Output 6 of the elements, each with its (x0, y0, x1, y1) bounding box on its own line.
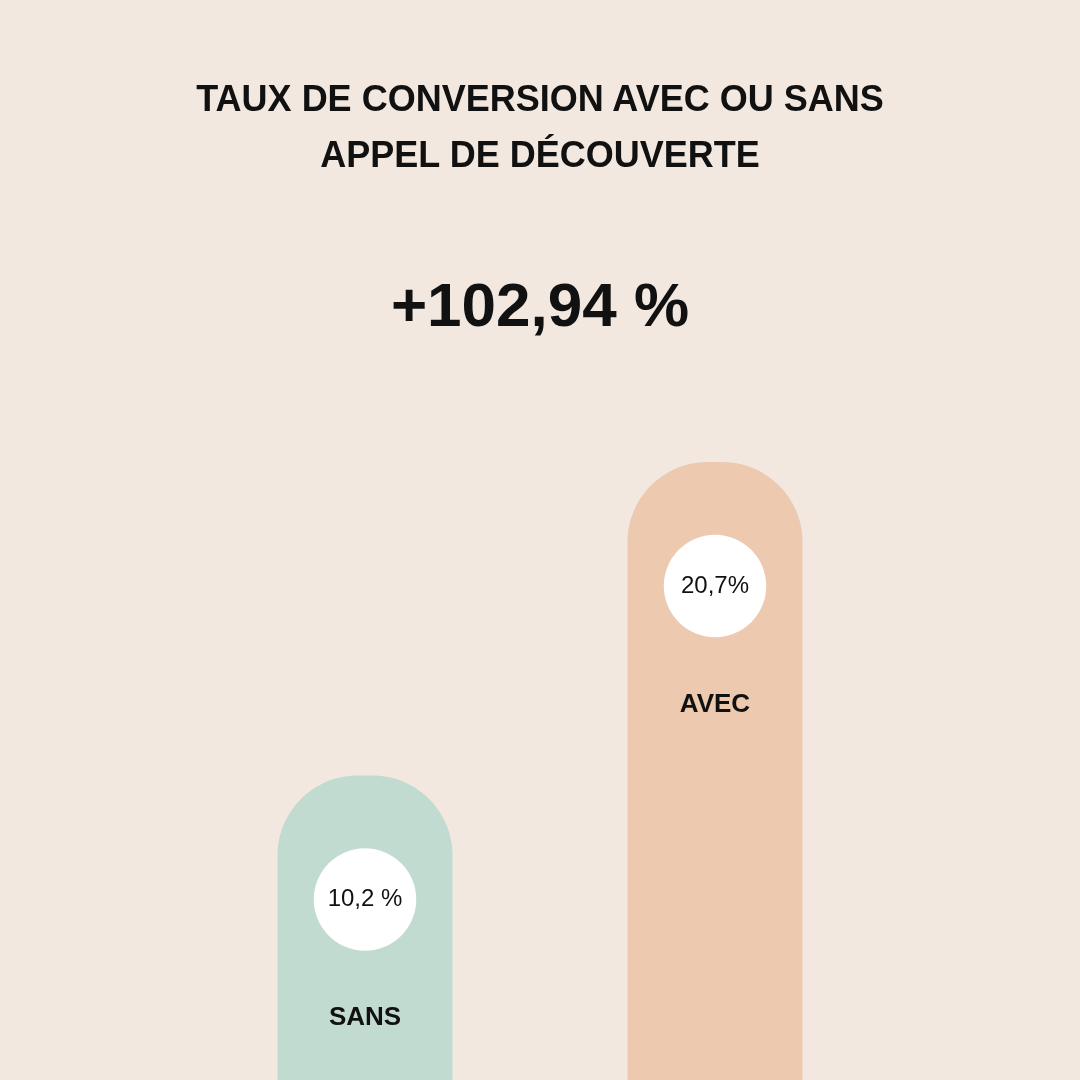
data-label: 10,2 % (327, 884, 403, 912)
x-tick-label: SANS (328, 1001, 402, 1032)
x-tick-label: AVEC (679, 688, 751, 718)
text: +102,94 % (390, 270, 690, 339)
chart-title: TAUX DE CONVERSION AVEC OU SANS APPEL DE DÉCOUVERTE (196, 78, 884, 175)
data-label: 20,7% (680, 571, 750, 598)
